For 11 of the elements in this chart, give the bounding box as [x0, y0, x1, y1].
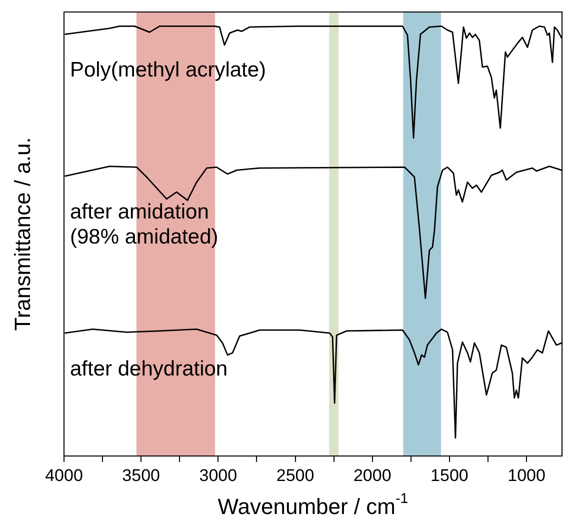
- x-tick-label: 1000: [508, 466, 546, 485]
- series-label: Poly(methyl acrylate): [70, 58, 266, 82]
- series-label: after dehydration: [70, 357, 228, 380]
- y-axis-title: Transmittance / a.u.: [10, 137, 36, 331]
- x-tick-label: 2500: [276, 466, 314, 485]
- x-tick-label: 1500: [430, 466, 468, 485]
- x-tick-label: 3500: [122, 466, 160, 485]
- series-label: after amidation (98% amidated): [70, 200, 218, 248]
- x-tick-label: 3000: [199, 466, 238, 485]
- x-tick-label: 2000: [353, 466, 392, 485]
- x-tick-label: 4000: [45, 466, 83, 485]
